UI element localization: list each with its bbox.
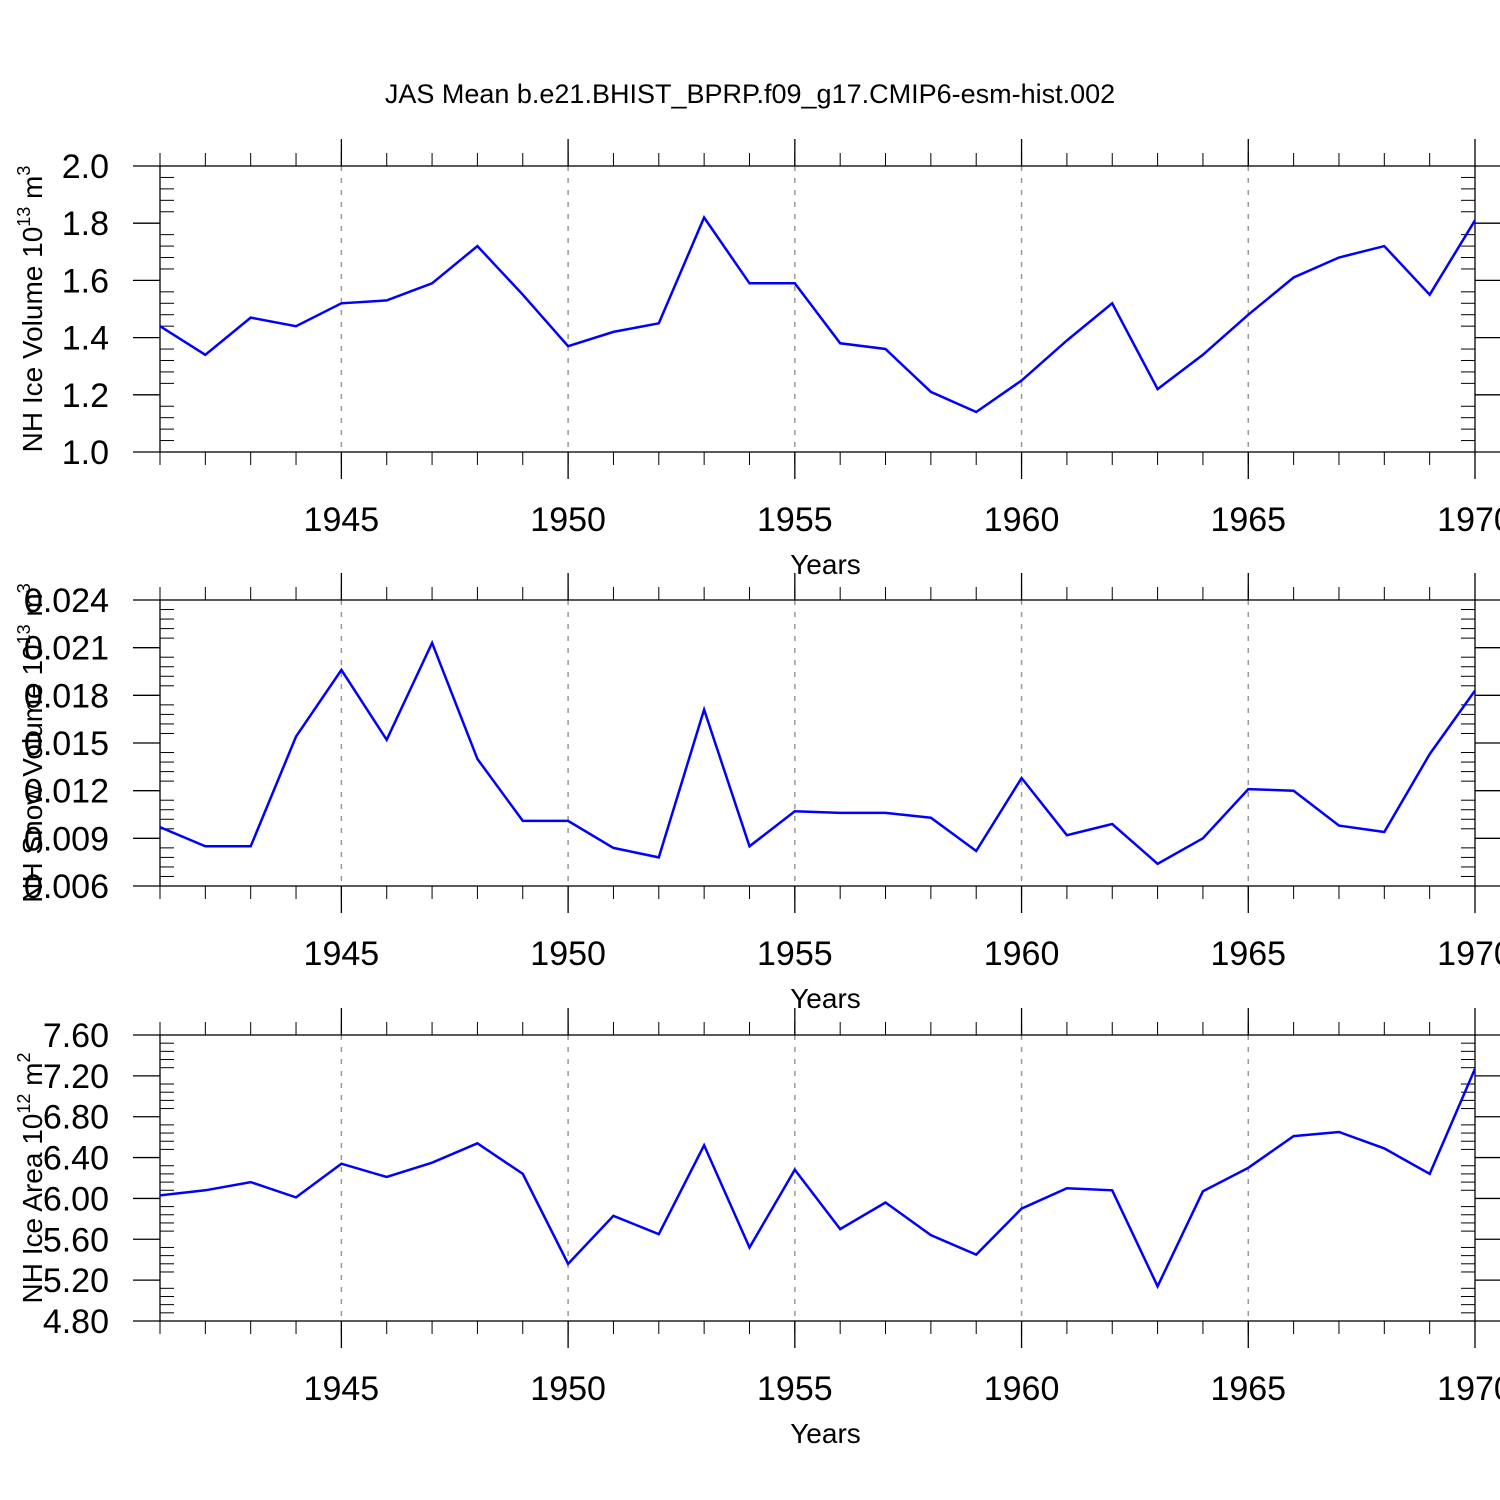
y-tick-label: 7.20 [43,1058,109,1096]
y-axis-label-unit: m [17,593,48,624]
y-tick-label: 0.006 [24,868,109,906]
x-tick-label: 1950 [530,1370,606,1408]
y-axis-label-text: NH Snow Volume 10 [17,644,48,902]
x-tick-label: 1950 [530,501,606,539]
y-tick-label: 5.60 [43,1221,109,1259]
plot-frame [159,599,1476,887]
data-series-line [160,639,1475,866]
x-tick-label: 1965 [1210,1370,1286,1408]
plot-frame [159,1034,1476,1322]
y-axis-label-text: NH Ice Volume 10 [17,227,48,453]
x-tick-label: 1955 [757,935,833,973]
y-axis-label-exponent: 13 [14,624,34,644]
plot-frame [159,165,1476,453]
x-tick-label: 1965 [1210,501,1286,539]
x-tick-label: 1950 [530,935,606,973]
data-series-line [160,214,1475,414]
x-axis-label: Years [790,983,861,1014]
x-tick-label: 1960 [984,501,1060,539]
y-tick-label: 7.60 [43,1017,109,1055]
y-tick-label: 2.0 [62,148,109,186]
y-tick-label: 1.8 [62,205,109,243]
y-tick-label: 6.40 [43,1140,109,1178]
y-tick-label: 0.012 [24,773,109,811]
y-axis-label-unit-exponent: 3 [14,583,34,593]
x-tick-label: 1965 [1210,935,1286,973]
data-series-line [160,1068,1475,1290]
x-tick-label: 1955 [757,501,833,539]
y-axis-label-exponent: 13 [14,207,34,227]
y-axis-label: NH Ice Area 1012 m2 [14,1052,48,1303]
y-axis-label-unit-exponent: 2 [14,1052,34,1062]
figure-title: JAS Mean b.e21.BHIST_BPRP.f09_g17.CMIP6-… [385,79,1115,109]
x-tick-label: 1955 [757,1370,833,1408]
y-tick-label: 6.00 [43,1180,109,1218]
y-tick-label: 0.024 [24,582,109,620]
x-tick-label: 1945 [304,935,380,973]
y-axis-label-exponent: 12 [14,1094,34,1114]
y-axis-label-unit-exponent: 3 [14,166,34,176]
y-tick-label: 5.20 [43,1262,109,1300]
y-tick-label: 4.80 [43,1303,109,1341]
x-tick-label: 1945 [304,1370,380,1408]
y-tick-label: 1.4 [62,320,109,358]
y-tick-label: 0.009 [24,820,109,858]
y-tick-label: 0.015 [24,725,109,763]
x-tick-label: 1960 [984,935,1060,973]
x-axis-label: Years [790,1418,861,1449]
y-tick-label: 0.018 [24,677,109,715]
x-tick-label: 1960 [984,1370,1060,1408]
x-axis-label: Years [790,549,861,580]
y-tick-label: 6.80 [43,1099,109,1137]
y-axis-label-text: NH Ice Area 10 [17,1114,48,1304]
y-tick-label: 1.6 [62,262,109,300]
y-tick-label: 1.0 [62,434,109,472]
y-axis-label-unit: m [17,176,48,207]
y-axis-label-unit: m [17,1063,48,1094]
y-tick-label: 1.2 [62,377,109,415]
y-axis-label: NH Snow Volume 1013 m3 [14,583,48,903]
y-tick-label: 0.021 [24,630,109,668]
y-axis-label: NH Ice Volume 1013 m3 [14,166,48,453]
x-tick-label: 1945 [304,501,380,539]
